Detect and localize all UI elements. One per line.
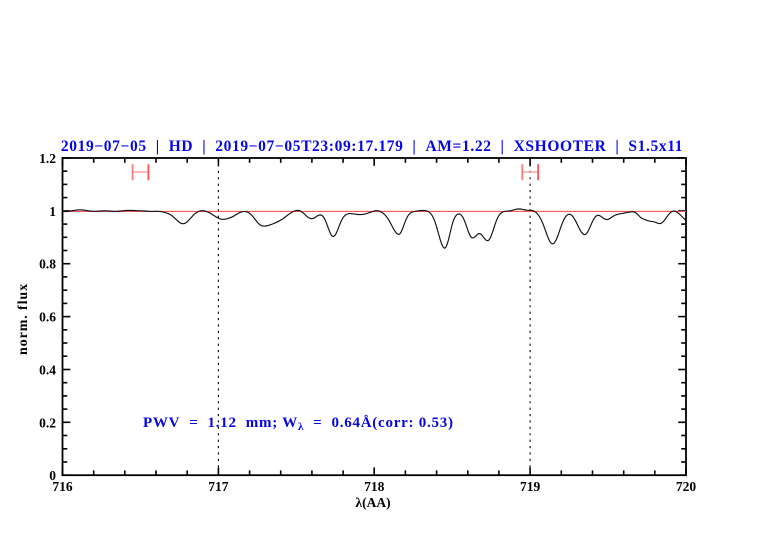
svg-text:1.2: 1.2	[39, 151, 56, 166]
svg-text:PWV = 1.12 mm; Wλ = 0.64Å: PWV = 1.12 mm; Wλ = 0.64Å(corr: 0.53)	[143, 415, 454, 433]
svg-text:1: 1	[49, 204, 56, 219]
svg-text:716: 716	[52, 479, 73, 494]
svg-text:0.2: 0.2	[39, 415, 56, 430]
svg-text:0.4: 0.4	[39, 363, 56, 378]
svg-text:2019−07−05 | HD | 2019−07−: 2019−07−05 | HD | 2019−07−05T23:09:17.17…	[61, 138, 683, 155]
svg-text:718: 718	[364, 479, 385, 494]
svg-text:norm. flux: norm. flux	[16, 283, 31, 355]
svg-text:719: 719	[520, 479, 541, 494]
svg-text:720: 720	[676, 479, 697, 494]
svg-text:0.6: 0.6	[39, 310, 56, 325]
svg-text:0: 0	[49, 468, 56, 483]
svg-text:0.8: 0.8	[39, 257, 56, 272]
svg-text:λ(AA): λ(AA)	[355, 495, 390, 510]
svg-text:717: 717	[208, 479, 229, 494]
